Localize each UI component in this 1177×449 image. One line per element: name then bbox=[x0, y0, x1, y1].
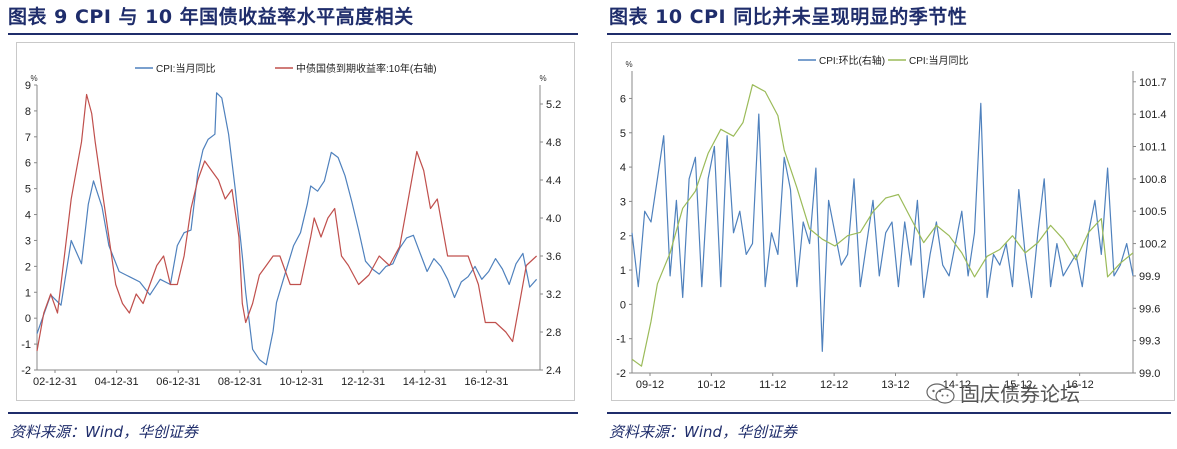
left-chart-xtick-label: 16-12-31 bbox=[464, 376, 508, 388]
left-chart-xtick-label: 10-12-31 bbox=[279, 376, 323, 388]
left-chart-ytick-label: 7 bbox=[25, 132, 31, 144]
left-chart-ytick-label: 6 bbox=[25, 158, 31, 170]
right-chart-y2tick-label: 100.5 bbox=[1139, 206, 1167, 218]
left-chart-xtick-label: 14-12-31 bbox=[403, 376, 447, 388]
left-chart-legend-label: CPI:当月同比 bbox=[156, 62, 215, 75]
right-chart-ytick-label: 3 bbox=[620, 196, 626, 208]
left-source-note: 资料来源：Wind，华创证券 bbox=[10, 423, 199, 441]
left-chart-ytick-label: 2 bbox=[25, 261, 31, 273]
left-chart: % % -2 -1 0 1 2 3 4 5 6 7 8 9 2.4 2.8 3.2 3.6 4.0 4.4 4.8 5.2… bbox=[21, 62, 561, 388]
right-chart-ytick-label: 2 bbox=[620, 231, 626, 243]
right-chart-ytick-label: 6 bbox=[620, 93, 626, 105]
right-figure-panel: 图表 10 CPI 同比并未呈现明显的季节性 % -2 -1 0 1 2 3 4 5 6 99.0 9… bbox=[605, 0, 1177, 449]
left-chart-y2tick-label: 4.0 bbox=[546, 213, 561, 225]
right-chart-left-unit: % bbox=[625, 60, 632, 69]
right-chart-y2tick-label: 101.1 bbox=[1139, 142, 1167, 154]
right-chart-box: % -2 -1 0 1 2 3 4 5 6 99.0 99.3 99.6 99.9 100.2 100.5 10… bbox=[611, 42, 1175, 401]
right-chart-y2tick-label: 100.2 bbox=[1139, 239, 1167, 251]
right-chart-y2tick-label: 99.0 bbox=[1139, 368, 1160, 380]
watermark-text: 固庆债券论坛 bbox=[960, 382, 1080, 406]
right-chart-xtick-label: 11-12 bbox=[759, 379, 786, 391]
right-chart-xtick-label: 10-12 bbox=[697, 379, 725, 391]
left-figure-title: 图表 9 CPI 与 10 年国债收益率水平高度相关 bbox=[8, 6, 414, 28]
left-chart-series-cpi-line bbox=[36, 92, 538, 366]
right-chart-y2tick-label: 101.7 bbox=[1139, 77, 1167, 89]
right-chart-series-mom-line bbox=[631, 102, 1134, 352]
left-chart-y2tick-label: 3.6 bbox=[546, 251, 561, 263]
left-chart-right-unit: % bbox=[539, 74, 546, 83]
right-chart-y2tick-label: 99.9 bbox=[1139, 271, 1160, 283]
left-chart-y2tick-label: 3.2 bbox=[546, 289, 561, 301]
right-chart-ytick-label: 1 bbox=[620, 265, 626, 277]
right-chart-xtick-label: 16-12 bbox=[1066, 379, 1094, 391]
right-chart-ytick-label: 5 bbox=[620, 128, 626, 140]
right-chart-ytick-label: -1 bbox=[616, 334, 626, 346]
left-chart-box: %% -2 -1 0 1 2 3 4 5 6 7 8 9 2.4 2.8 3.2 3.6 4.0 4.4 4.8 5.2… bbox=[16, 42, 575, 401]
left-chart-ytick-label: 5 bbox=[25, 184, 31, 196]
left-chart-xtick-label: 12-12-31 bbox=[341, 376, 385, 388]
left-chart-xtick-label: 04-12-31 bbox=[95, 376, 139, 388]
right-chart-ytick-label: 0 bbox=[620, 299, 626, 311]
right-chart-xtick-label: 15-12 bbox=[1004, 379, 1032, 391]
left-chart-series-bond-line bbox=[36, 93, 538, 352]
right-title-divider bbox=[607, 33, 1171, 35]
right-chart-y2tick-label: 101.4 bbox=[1139, 109, 1167, 121]
left-chart-y2tick-label: 5.2 bbox=[546, 99, 561, 111]
left-chart-ytick-label: 4 bbox=[25, 210, 31, 222]
right-source-divider bbox=[607, 412, 1171, 414]
left-chart-xtick-label: 06-12-31 bbox=[156, 376, 200, 388]
right-chart-xtick-label: 09-12 bbox=[636, 379, 664, 391]
left-chart-ytick-label: 8 bbox=[25, 106, 31, 118]
left-chart-left-unit: % bbox=[30, 74, 37, 83]
right-chart-series-yoy-line bbox=[631, 84, 1134, 367]
left-chart-xtick-label: 08-12-31 bbox=[218, 376, 262, 388]
left-source-divider bbox=[8, 412, 578, 414]
right-chart: % -2 -1 0 1 2 3 4 5 6 99.0 99.3 99.6 99.9 100.2 100.5 10… bbox=[616, 54, 1167, 391]
left-chart-ytick-label: 9 bbox=[25, 80, 31, 92]
left-chart-ytick-label: 3 bbox=[25, 235, 31, 247]
left-chart-ytick-label: 1 bbox=[25, 287, 31, 299]
left-chart-legend-label: 中债国债到期收益率:10年(右轴) bbox=[296, 62, 437, 75]
left-chart-ytick-label: 0 bbox=[25, 313, 31, 325]
left-chart-y2tick-label: 4.8 bbox=[546, 137, 561, 149]
right-chart-xtick-label: 14-12 bbox=[943, 379, 971, 391]
right-chart-legend-label: CPI:当月同比 bbox=[909, 54, 968, 67]
right-chart-ytick-label: -2 bbox=[616, 368, 626, 380]
right-chart-legend-label: CPI:环比(右轴) bbox=[819, 54, 885, 67]
left-chart-y2tick-label: 4.4 bbox=[546, 175, 561, 187]
right-source-note: 资料来源：Wind，华创证券 bbox=[609, 423, 798, 441]
left-chart-y2tick-label: 2.4 bbox=[546, 365, 561, 377]
right-chart-ytick-label: 4 bbox=[620, 162, 626, 174]
left-figure-panel: 图表 9 CPI 与 10 年国债收益率水平高度相关 %% -2 -1 0 1 2 3 4 5 6… bbox=[0, 0, 582, 449]
left-chart-y2tick-label: 2.8 bbox=[546, 327, 561, 339]
right-chart-y2tick-label: 100.8 bbox=[1139, 174, 1167, 186]
right-chart-y2tick-label: 99.3 bbox=[1139, 336, 1160, 348]
left-chart-ytick-label: -2 bbox=[21, 365, 31, 377]
left-chart-xtick-label: 02-12-31 bbox=[33, 376, 77, 388]
right-chart-xtick-label: 12-12 bbox=[820, 379, 848, 391]
right-chart-xtick-label: 13-12 bbox=[881, 379, 909, 391]
left-title-divider bbox=[8, 33, 578, 35]
left-chart-ytick-label: -1 bbox=[21, 339, 31, 351]
wechat-icon bbox=[926, 383, 955, 404]
right-figure-title: 图表 10 CPI 同比并未呈现明显的季节性 bbox=[609, 6, 968, 28]
right-chart-y2tick-label: 99.6 bbox=[1139, 303, 1160, 315]
